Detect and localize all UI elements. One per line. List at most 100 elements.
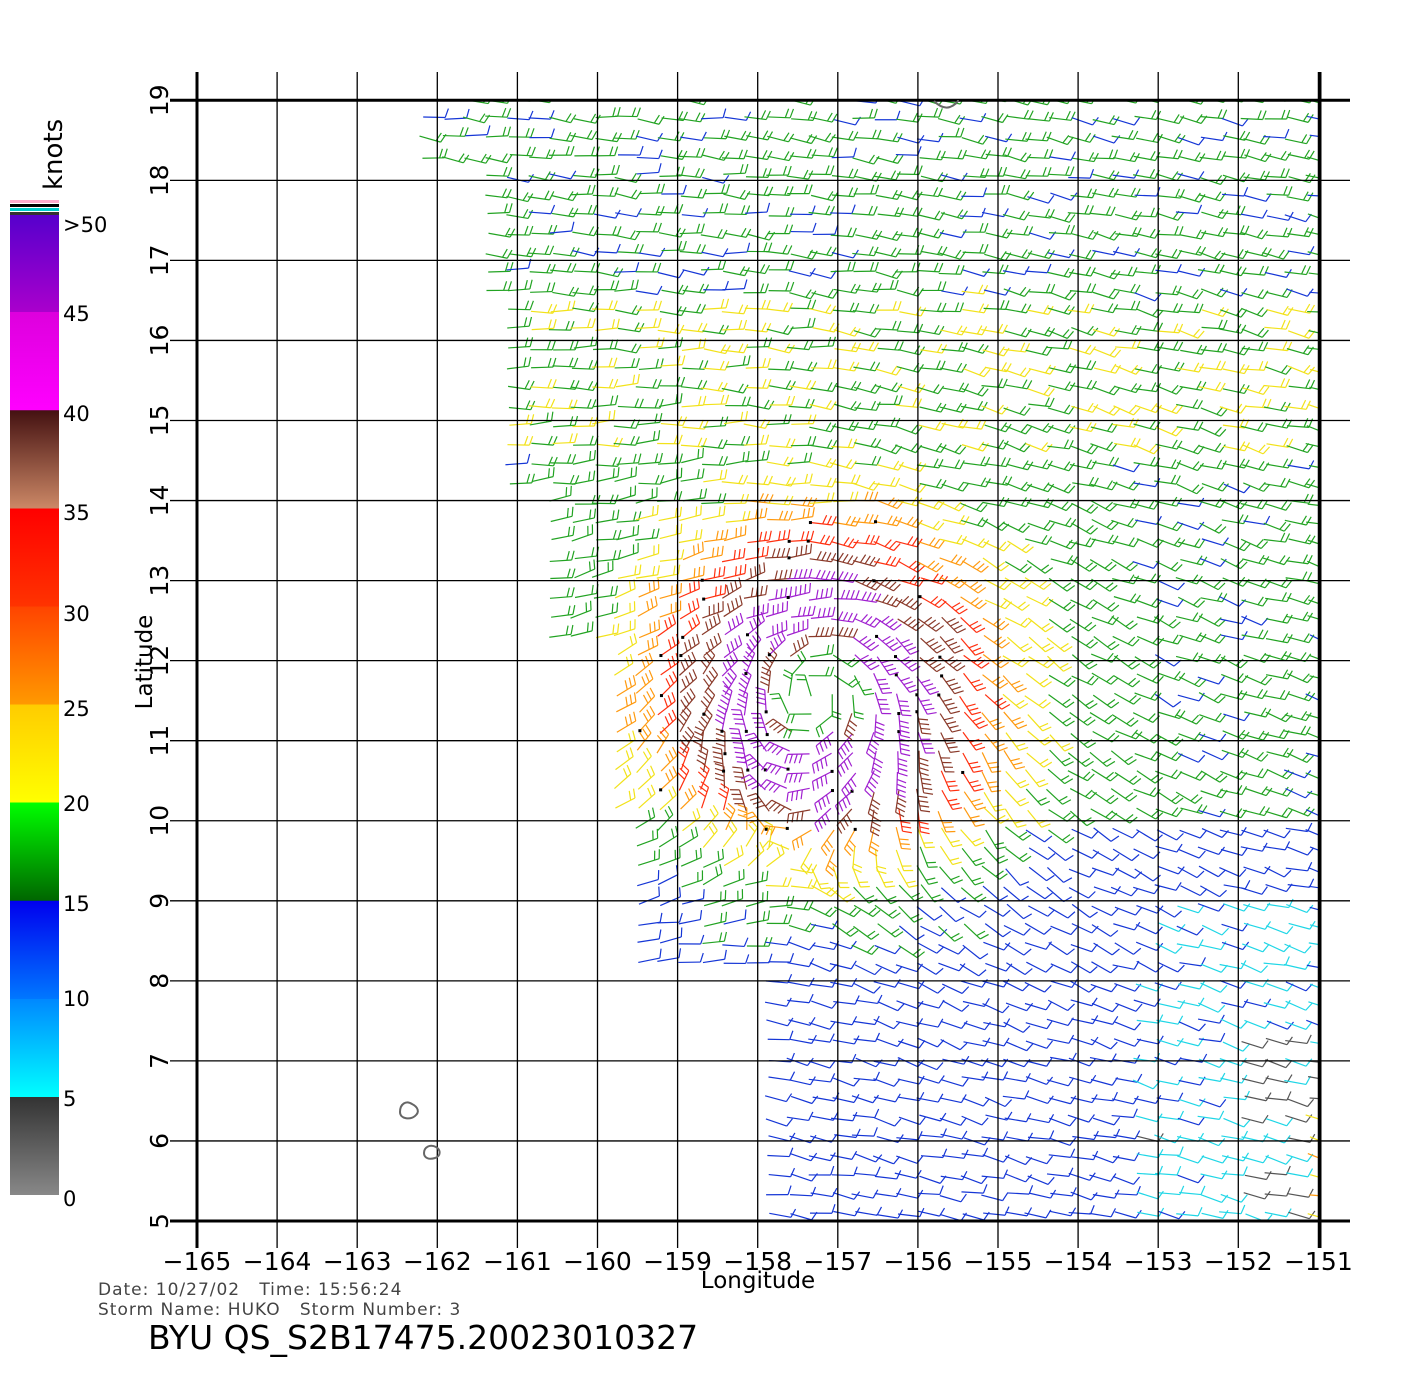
y-tick-label: 17 [145, 244, 174, 276]
wind-barb [1070, 599, 1098, 610]
wind-barb [681, 395, 707, 408]
wind-barb [572, 449, 596, 465]
wind-barb [985, 829, 1007, 850]
wind-barb [961, 1115, 989, 1126]
wind-barb [635, 285, 663, 296]
wind-barb [1219, 403, 1247, 414]
wind-barb [1024, 695, 1051, 709]
wind-barb [760, 761, 789, 775]
wind-barb [1329, 133, 1355, 142]
wind-barb [1090, 1038, 1118, 1050]
wind-barb [916, 676, 940, 695]
wind-barb [1263, 829, 1291, 839]
wind-barb [981, 1169, 1009, 1179]
wind-barb [1308, 1001, 1321, 1007]
wind-barb [942, 983, 970, 994]
wind-barb [1328, 271, 1355, 280]
wind-barb [616, 525, 640, 541]
wind-barb [1200, 109, 1228, 120]
wind-barb [1026, 595, 1054, 607]
wind-barb [1047, 304, 1075, 315]
wind-barb [937, 811, 956, 833]
wind-barb [638, 784, 656, 809]
wind-barb [1004, 327, 1032, 338]
wind-barb [1113, 1038, 1142, 1047]
wind-barb [918, 750, 929, 777]
wind-barb [678, 952, 704, 964]
wind-barb [961, 386, 989, 397]
wind-barb [1178, 980, 1206, 990]
wind-barb [873, 1018, 901, 1030]
wind-barb [851, 1127, 878, 1137]
wind-barb [916, 962, 944, 975]
wind-barb [678, 651, 697, 676]
wind-barb [855, 576, 883, 591]
legend-stripe [10, 200, 59, 203]
wind-barb [1115, 1002, 1143, 1012]
wind-barb [981, 1192, 1009, 1202]
wind-barb [920, 343, 948, 354]
rain-flag [764, 710, 768, 714]
wind-barb [616, 692, 637, 713]
wind-barb [873, 279, 899, 291]
wind-barb [877, 340, 904, 351]
wind-barb [810, 477, 837, 488]
wind-barb [1286, 1153, 1314, 1163]
wind-barb [815, 714, 834, 738]
wind-barb [657, 692, 676, 716]
wind-barb [867, 792, 881, 820]
wind-barb [1330, 887, 1356, 896]
wind-barb [723, 802, 736, 831]
wind-barb [1026, 885, 1053, 900]
wind-barb [660, 355, 686, 367]
wind-barb [982, 557, 1009, 572]
wind-barb [679, 505, 702, 522]
wind-barb [1133, 228, 1161, 239]
wind-barb [766, 165, 792, 176]
wind-barb [788, 1017, 816, 1026]
wind-barb [790, 496, 818, 508]
wind-barb [595, 132, 623, 143]
wind-barb [635, 565, 660, 579]
wind-barb [941, 789, 963, 811]
wind-barb [1005, 617, 1033, 628]
wind-barb [721, 319, 748, 331]
wind-barb [616, 675, 637, 697]
wind-barb [1178, 849, 1206, 859]
wind-barb [896, 1018, 924, 1028]
x-tick-label: −156 [884, 1247, 953, 1276]
wind-barb [660, 653, 680, 676]
wind-barb [916, 1018, 944, 1028]
wind-barb [636, 163, 662, 175]
wind-barb [768, 952, 795, 963]
wind-barb [636, 317, 662, 330]
wind-barb [656, 564, 681, 579]
wind-barb [747, 493, 774, 504]
x-tick-label: −164 [243, 1247, 312, 1276]
wind-barb [1048, 1148, 1076, 1158]
wind-barb [592, 300, 618, 311]
wind-barb [1220, 656, 1248, 669]
wind-barb [638, 619, 661, 639]
wind-barb [1265, 711, 1293, 723]
wind-barb [613, 619, 636, 637]
wind-barb [961, 1071, 989, 1081]
wind-barb [942, 382, 970, 393]
y-tick-label: 5 [145, 1213, 174, 1229]
x-tick-label: −151 [1284, 1247, 1353, 1276]
wind-barb [963, 654, 990, 669]
wind-barb [788, 941, 816, 951]
wind-barb [1266, 747, 1294, 758]
wind-barb [1114, 772, 1142, 785]
wind-barb [1114, 942, 1142, 955]
wind-barb [681, 870, 704, 888]
wind-barb [855, 1206, 883, 1216]
wind-barb [939, 534, 968, 545]
wind-barb [1110, 886, 1139, 897]
wind-barb [919, 596, 947, 609]
wind-barb [1199, 941, 1227, 951]
wind-barb [1048, 674, 1076, 688]
wind-barb [1177, 1155, 1205, 1164]
wind-barb [784, 100, 793, 101]
wind-barb [1200, 885, 1227, 898]
